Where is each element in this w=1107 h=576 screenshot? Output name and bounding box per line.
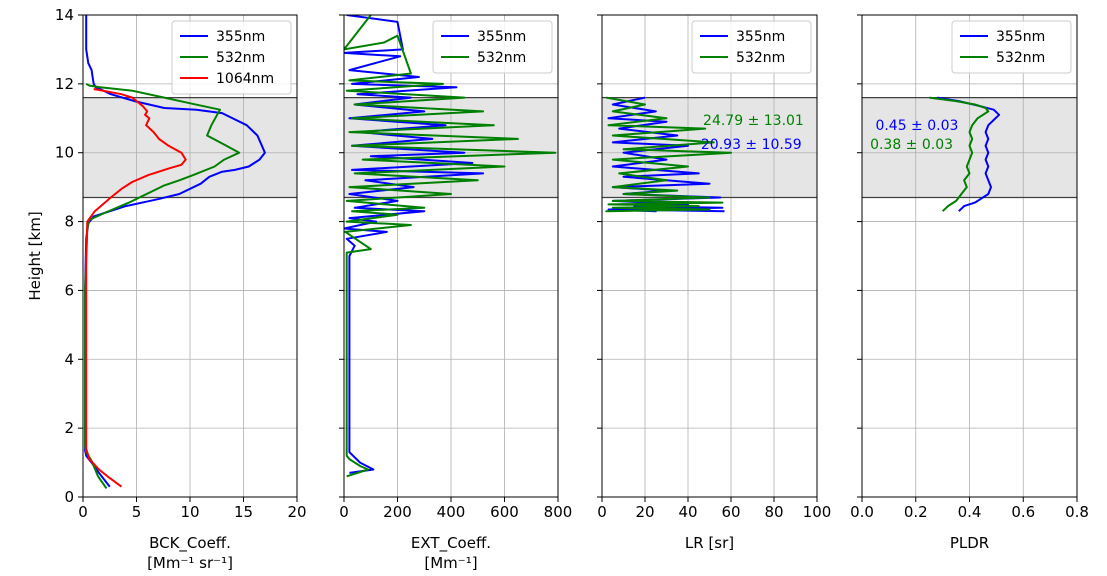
x-tick-label: 0 bbox=[597, 503, 607, 521]
x-tick-label: 0.0 bbox=[850, 503, 874, 521]
x-tick-label: 0 bbox=[78, 503, 88, 521]
x-axis-unit: [Mm⁻¹ sr⁻¹] bbox=[147, 554, 233, 572]
legend-label: 532nm bbox=[736, 50, 785, 66]
legend-label: 355nm bbox=[996, 29, 1045, 45]
x-axis-unit: [Mm⁻¹] bbox=[424, 554, 477, 572]
panel-4: 0.0 0.2 0.4 0.6 0.8 PLDR 0.45 ± 0.03 0.38 ± 0.0… bbox=[850, 14, 1089, 552]
series-group bbox=[84, 15, 266, 489]
x-tick-label: 5 bbox=[132, 503, 142, 521]
x-tick-label: 40 bbox=[678, 503, 697, 521]
y-tick-label: 2 bbox=[64, 419, 74, 437]
x-tick-label: 0.8 bbox=[1065, 503, 1089, 521]
legend-label: 355nm bbox=[216, 29, 265, 45]
legend: 355nm 532nm bbox=[432, 20, 553, 74]
series-group bbox=[929, 96, 1001, 212]
y-tick-label: 6 bbox=[64, 281, 74, 299]
y-tick-label: 10 bbox=[55, 144, 74, 162]
series-group bbox=[344, 15, 557, 478]
series-line-532nm bbox=[344, 15, 557, 478]
series-line-1064nm bbox=[85, 88, 187, 488]
x-axis-label: LR [sr] bbox=[685, 534, 734, 552]
series-line-532nm bbox=[84, 83, 241, 489]
x-tick-label: 60 bbox=[721, 503, 740, 521]
panel-3: 0 20 40 60 80 100 LR [sr] 24.79 ± 13.01 20.93 ± … bbox=[597, 14, 832, 552]
annotation: 20.93 ± 10.59 bbox=[701, 137, 802, 153]
x-tick-label: 800 bbox=[544, 503, 573, 521]
x-tick-label: 0.2 bbox=[904, 503, 928, 521]
x-tick-label: 600 bbox=[490, 503, 519, 521]
series-line-355nm bbox=[937, 96, 1001, 212]
annotation: 0.38 ± 0.03 bbox=[870, 137, 953, 153]
y-tick-label: 8 bbox=[64, 213, 74, 231]
x-tick-label: 400 bbox=[437, 503, 466, 521]
legend: 355nm 532nm 1064nm bbox=[171, 20, 292, 95]
y-tick-label: 0 bbox=[64, 488, 74, 506]
x-axis-label: BCK_Coeff. bbox=[149, 534, 231, 553]
x-tick-label: 100 bbox=[803, 503, 832, 521]
series-line-355nm bbox=[344, 15, 485, 474]
x-tick-label: 80 bbox=[764, 503, 783, 521]
panel-2: 0 200 400 600 800 EXT_Coeff.[Mm⁻¹] 355nm 532nm bbox=[339, 14, 573, 572]
x-tick-label: 0 bbox=[339, 503, 349, 521]
panel-1: 0 5 10 15 20 0 2 4 6 8 10 12 14 BCK_Coeff.[Mm⁻¹ sr⁻¹]… bbox=[26, 6, 307, 572]
legend-label: 355nm bbox=[477, 29, 526, 45]
legend-box bbox=[691, 20, 812, 74]
x-tick-label: 200 bbox=[383, 503, 412, 521]
legend-label: 355nm bbox=[736, 29, 785, 45]
y-tick-label: 12 bbox=[55, 75, 74, 93]
x-tick-label: 10 bbox=[180, 503, 199, 521]
legend-label: 1064nm bbox=[216, 71, 274, 87]
legend-box bbox=[432, 20, 553, 74]
legend-label: 532nm bbox=[996, 50, 1045, 66]
annotation: 24.79 ± 13.01 bbox=[703, 113, 804, 129]
legend-label: 532nm bbox=[477, 50, 526, 66]
legend-box bbox=[171, 20, 292, 95]
annotation: 0.45 ± 0.03 bbox=[875, 118, 958, 134]
series-line-532nm bbox=[605, 96, 732, 213]
y-axis-label: Height [km] bbox=[26, 211, 44, 300]
legend-box bbox=[951, 20, 1072, 74]
y-tick-label: 14 bbox=[55, 6, 74, 24]
series-group bbox=[605, 96, 732, 213]
y-tick-label: 4 bbox=[64, 350, 74, 368]
legend-label: 532nm bbox=[216, 50, 265, 66]
x-axis-label: EXT_Coeff. bbox=[411, 534, 491, 553]
legend: 355nm 532nm bbox=[691, 20, 812, 74]
series-line-355nm bbox=[607, 96, 725, 213]
legend: 355nm 532nm bbox=[951, 20, 1072, 74]
x-tick-label: 15 bbox=[234, 503, 253, 521]
x-tick-label: 0.6 bbox=[1011, 503, 1035, 521]
series-line-532nm bbox=[929, 96, 990, 212]
x-axis-label: PLDR bbox=[950, 534, 989, 552]
x-tick-label: 0.4 bbox=[958, 503, 982, 521]
x-tick-label: 20 bbox=[635, 503, 654, 521]
axes-frame bbox=[601, 14, 818, 498]
x-tick-label: 20 bbox=[287, 503, 306, 521]
